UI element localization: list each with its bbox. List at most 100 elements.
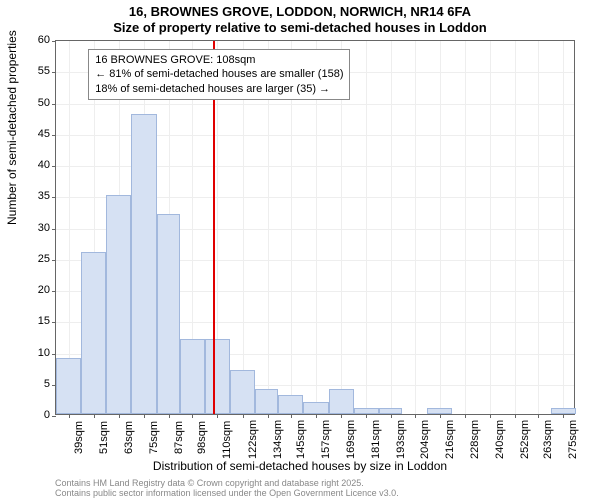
ytick-label: 5 bbox=[20, 378, 50, 390]
histogram-bar bbox=[255, 389, 278, 414]
xtick-mark bbox=[94, 414, 95, 418]
xtick-label: 275sqm bbox=[567, 421, 579, 459]
ytick-mark bbox=[52, 260, 56, 261]
xtick-mark bbox=[341, 414, 342, 418]
xtick-mark bbox=[291, 414, 292, 418]
grid-line-v bbox=[465, 41, 466, 414]
ytick-label: 50 bbox=[20, 97, 50, 109]
histogram-bar bbox=[303, 402, 328, 415]
xtick-label: 63sqm bbox=[123, 421, 135, 459]
histogram-bar bbox=[180, 339, 205, 414]
annotation-box: 16 BROWNES GROVE: 108sqm ← 81% of semi-d… bbox=[88, 49, 350, 100]
xtick-label: 87sqm bbox=[173, 421, 185, 459]
grid-line-h bbox=[56, 104, 574, 105]
xtick-label: 122sqm bbox=[247, 421, 259, 459]
grid-line-v bbox=[538, 41, 539, 414]
xtick-mark bbox=[192, 414, 193, 418]
ytick-mark bbox=[52, 229, 56, 230]
xtick-label: 252sqm bbox=[519, 421, 531, 459]
xtick-label: 157sqm bbox=[320, 421, 332, 459]
xtick-mark bbox=[217, 414, 218, 418]
xtick-label: 204sqm bbox=[419, 421, 431, 459]
annotation-line-2: ← 81% of semi-detached houses are smalle… bbox=[95, 67, 343, 81]
histogram-bar bbox=[427, 408, 452, 414]
x-axis-label: Distribution of semi-detached houses by … bbox=[0, 459, 600, 473]
xtick-mark bbox=[144, 414, 145, 418]
xtick-label: 39sqm bbox=[73, 421, 85, 459]
ytick-mark bbox=[52, 135, 56, 136]
xtick-label: 169sqm bbox=[345, 421, 357, 459]
xtick-label: 145sqm bbox=[295, 421, 307, 459]
xtick-mark bbox=[515, 414, 516, 418]
annotation-line-3: 18% of semi-detached houses are larger (… bbox=[95, 82, 343, 96]
ytick-label: 45 bbox=[20, 128, 50, 140]
ytick-label: 35 bbox=[20, 190, 50, 202]
grid-line-v bbox=[415, 41, 416, 414]
chart-title-sub: Size of property relative to semi-detach… bbox=[0, 20, 600, 35]
xtick-mark bbox=[490, 414, 491, 418]
xtick-label: 75sqm bbox=[148, 421, 160, 459]
xtick-mark bbox=[415, 414, 416, 418]
xtick-mark bbox=[440, 414, 441, 418]
ytick-mark bbox=[52, 291, 56, 292]
xtick-mark bbox=[169, 414, 170, 418]
histogram-bar bbox=[106, 195, 131, 414]
footnote-1: Contains HM Land Registry data © Crown c… bbox=[55, 478, 364, 488]
grid-line-v bbox=[563, 41, 564, 414]
xtick-mark bbox=[538, 414, 539, 418]
xtick-mark bbox=[243, 414, 244, 418]
histogram-bar bbox=[81, 252, 106, 415]
histogram-bar bbox=[56, 358, 81, 414]
ytick-mark bbox=[52, 354, 56, 355]
xtick-mark bbox=[69, 414, 70, 418]
ytick-label: 30 bbox=[20, 222, 50, 234]
ytick-label: 60 bbox=[20, 34, 50, 46]
ytick-label: 0 bbox=[20, 409, 50, 421]
histogram-bar bbox=[205, 339, 230, 414]
xtick-mark bbox=[391, 414, 392, 418]
ytick-label: 15 bbox=[20, 315, 50, 327]
histogram-bar bbox=[278, 395, 303, 414]
annotation-line-1: 16 BROWNES GROVE: 108sqm bbox=[95, 53, 343, 67]
xtick-mark bbox=[563, 414, 564, 418]
ytick-mark bbox=[52, 197, 56, 198]
xtick-label: 51sqm bbox=[98, 421, 110, 459]
xtick-label: 240sqm bbox=[494, 421, 506, 459]
ytick-label: 25 bbox=[20, 253, 50, 265]
y-axis-label: Number of semi-detached properties bbox=[5, 30, 19, 225]
ytick-label: 10 bbox=[20, 347, 50, 359]
xtick-label: 110sqm bbox=[221, 421, 233, 459]
xtick-mark bbox=[465, 414, 466, 418]
ytick-mark bbox=[52, 41, 56, 42]
xtick-label: 216sqm bbox=[444, 421, 456, 459]
histogram-bar bbox=[379, 408, 402, 414]
xtick-label: 98sqm bbox=[196, 421, 208, 459]
histogram-bar bbox=[354, 408, 379, 414]
xtick-mark bbox=[119, 414, 120, 418]
grid-line-v bbox=[515, 41, 516, 414]
xtick-mark bbox=[268, 414, 269, 418]
ytick-label: 40 bbox=[20, 159, 50, 171]
grid-line-v bbox=[391, 41, 392, 414]
ytick-mark bbox=[52, 322, 56, 323]
plot-area: 16 BROWNES GROVE: 108sqm ← 81% of semi-d… bbox=[55, 40, 575, 415]
ytick-mark bbox=[52, 166, 56, 167]
xtick-label: 263sqm bbox=[542, 421, 554, 459]
histogram-bar bbox=[157, 214, 180, 414]
grid-line-v bbox=[490, 41, 491, 414]
xtick-label: 193sqm bbox=[395, 421, 407, 459]
xtick-mark bbox=[316, 414, 317, 418]
ytick-label: 55 bbox=[20, 65, 50, 77]
xtick-label: 228sqm bbox=[469, 421, 481, 459]
ytick-label: 20 bbox=[20, 284, 50, 296]
ytick-mark bbox=[52, 104, 56, 105]
chart-title-main: 16, BROWNES GROVE, LODDON, NORWICH, NR14… bbox=[0, 4, 600, 19]
histogram-bar bbox=[329, 389, 354, 414]
histogram-bar bbox=[131, 114, 156, 414]
histogram-bar bbox=[230, 370, 255, 414]
ytick-mark bbox=[52, 72, 56, 73]
grid-line-v bbox=[366, 41, 367, 414]
xtick-mark bbox=[366, 414, 367, 418]
xtick-label: 134sqm bbox=[272, 421, 284, 459]
xtick-label: 181sqm bbox=[370, 421, 382, 459]
